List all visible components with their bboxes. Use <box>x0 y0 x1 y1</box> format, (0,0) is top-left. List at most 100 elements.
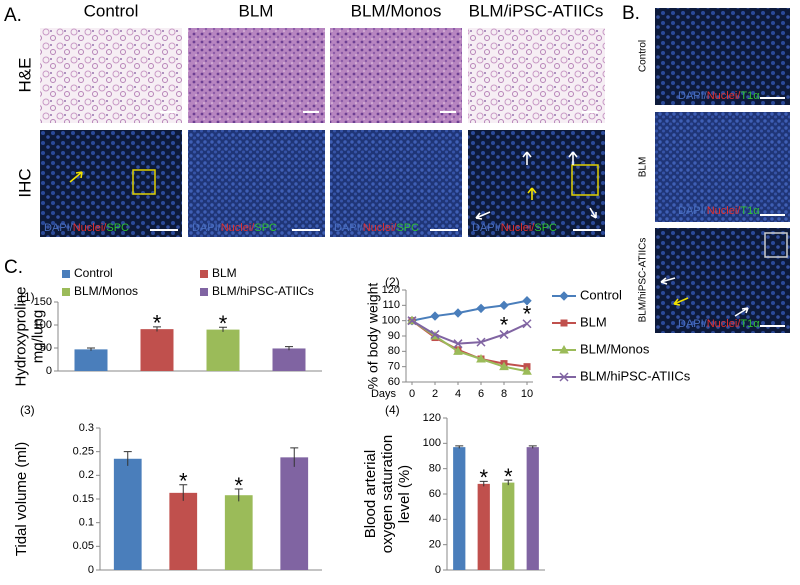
inset-box <box>764 232 788 258</box>
panel-number: (3) <box>20 403 35 417</box>
caption-part: Nuclei/ <box>363 222 398 234</box>
marker <box>499 361 509 371</box>
series-line <box>411 299 528 322</box>
row-label: BLM <box>638 157 649 178</box>
caption: DAPI/Nuclei/T1α <box>678 318 760 330</box>
micrograph <box>40 28 182 123</box>
significance-star: * <box>234 473 243 498</box>
x-tick-label: 10 <box>521 388 533 400</box>
y-tick-label: 50 <box>40 342 52 354</box>
y-tick-label: 0 <box>88 564 94 576</box>
y-tick-label: 0.25 <box>73 446 94 458</box>
micrograph <box>188 28 325 123</box>
caption: DAPI/Nuclei/SPC <box>44 222 129 234</box>
caption-part: DAPI/ <box>334 222 364 234</box>
panel-label: C. <box>4 257 23 278</box>
x-tick-label: 4 <box>455 388 461 400</box>
row-label: Control <box>638 40 649 72</box>
marker <box>522 366 532 375</box>
y-tick-label: 110 <box>382 299 400 311</box>
caption-part: SPC <box>396 222 419 234</box>
y-tick-label: 70 <box>388 361 400 373</box>
bar <box>140 329 174 371</box>
error-bar <box>179 484 188 501</box>
x-tick-label: 2 <box>432 388 438 400</box>
micrograph <box>188 130 325 237</box>
caption-part: DAPI/ <box>678 90 708 102</box>
bar <box>502 482 515 570</box>
error-bar <box>455 445 464 449</box>
y-axis-label: Tidal volume (ml) <box>13 442 30 556</box>
legend-label: BLM <box>580 314 607 329</box>
caption-part: SPC <box>254 222 277 234</box>
inset-box <box>571 164 599 196</box>
bar <box>272 348 306 371</box>
marker <box>499 300 509 311</box>
legend-swatch <box>200 288 208 296</box>
scale-bars <box>150 97 785 327</box>
column-header: BLM/iPSC-ATIICs <box>469 1 604 20</box>
series-line <box>411 319 528 345</box>
column-header: BLM <box>239 1 274 20</box>
error-bar <box>290 447 299 467</box>
marker <box>476 353 486 363</box>
caption: DAPI/Nuclei/SPC <box>192 222 277 234</box>
caption: DAPI/Nuclei/T1α <box>678 90 760 102</box>
error-bar <box>219 326 227 332</box>
legend-swatch <box>62 288 70 296</box>
micrograph <box>330 130 462 237</box>
panel-label: B. <box>622 3 640 24</box>
significance-star: * <box>479 465 488 490</box>
marker <box>430 329 440 339</box>
y-tick-label: 0.3 <box>79 422 94 434</box>
y-axis-label: level (%) <box>396 465 413 523</box>
legend-label: BLM/Monos <box>74 284 138 298</box>
significance-star: * <box>504 464 513 489</box>
micrograph <box>468 28 605 123</box>
caption-part: DAPI/ <box>192 222 222 234</box>
series-line <box>411 319 528 373</box>
marker <box>476 337 486 347</box>
marker <box>560 319 568 327</box>
marker <box>522 319 532 329</box>
caption-part: Nuclei/ <box>73 222 108 234</box>
y-tick-label: 120 <box>423 412 441 424</box>
legend-swatch <box>200 270 208 278</box>
legend-label: BLM/Monos <box>580 341 650 356</box>
error-bar <box>123 451 132 466</box>
marker <box>453 308 463 318</box>
bar <box>224 495 253 570</box>
y-axis-label: % of body weight <box>365 283 381 390</box>
panel-number: (1) <box>20 290 35 304</box>
bar <box>74 349 108 371</box>
significance-star: * <box>500 312 509 337</box>
arrows <box>69 151 749 317</box>
legend-swatch <box>62 270 70 278</box>
y-tick-label: 80 <box>388 345 400 357</box>
caption-part: DAPI/ <box>472 222 502 234</box>
y-axis-label: oxygen saturation <box>379 435 396 553</box>
caption-part: T1α <box>740 205 760 217</box>
column-header: Control <box>84 1 139 20</box>
caption-part: Nuclei/ <box>707 90 742 102</box>
marker <box>453 346 463 355</box>
caption-part: T1α <box>740 318 760 330</box>
y-axis-label: Hydroxyproline <box>12 286 29 386</box>
micrograph <box>655 112 790 222</box>
y-tick-label: 60 <box>388 376 400 388</box>
caption-part: SPC <box>106 222 129 234</box>
significance-star: * <box>523 302 532 327</box>
legend-label: BLM <box>212 266 237 280</box>
significance-star: * <box>153 311 162 336</box>
marker <box>453 339 463 349</box>
y-tick-label: 0.05 <box>73 540 94 552</box>
x-tick-label: 8 <box>501 388 507 400</box>
y-tick-label: 120 <box>382 284 400 296</box>
column-header: BLM/Monos <box>351 1 442 20</box>
x-tick-label: 6 <box>478 388 484 400</box>
row-label: H&E <box>15 58 34 93</box>
legend-label: Control <box>580 287 622 302</box>
y-tick-label: 20 <box>429 539 441 551</box>
bar <box>453 447 466 570</box>
